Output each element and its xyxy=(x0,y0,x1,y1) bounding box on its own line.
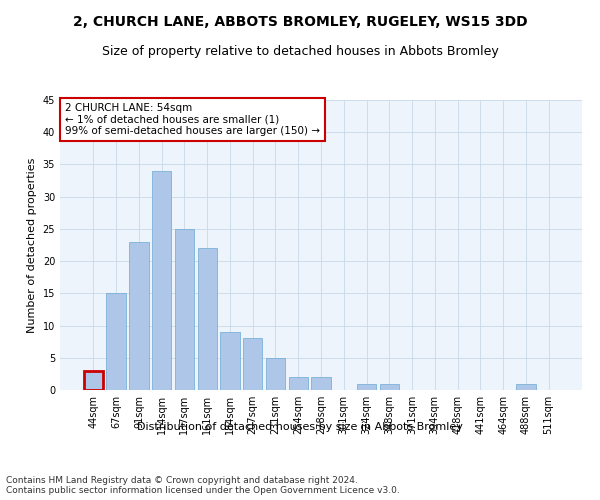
Bar xyxy=(380,384,399,390)
Bar xyxy=(84,370,103,390)
Text: Contains HM Land Registry data © Crown copyright and database right 2024.
Contai: Contains HM Land Registry data © Crown c… xyxy=(6,476,400,495)
Bar xyxy=(129,242,149,390)
Bar xyxy=(220,332,239,390)
Bar xyxy=(197,248,217,390)
Y-axis label: Number of detached properties: Number of detached properties xyxy=(27,158,37,332)
Bar xyxy=(175,229,194,390)
Bar xyxy=(243,338,262,390)
Bar xyxy=(266,358,285,390)
Bar xyxy=(311,377,331,390)
Text: 2 CHURCH LANE: 54sqm
← 1% of detached houses are smaller (1)
99% of semi-detache: 2 CHURCH LANE: 54sqm ← 1% of detached ho… xyxy=(65,103,320,136)
Bar xyxy=(357,384,376,390)
Text: Distribution of detached houses by size in Abbots Bromley: Distribution of detached houses by size … xyxy=(137,422,463,432)
Bar xyxy=(289,377,308,390)
Text: 2, CHURCH LANE, ABBOTS BROMLEY, RUGELEY, WS15 3DD: 2, CHURCH LANE, ABBOTS BROMLEY, RUGELEY,… xyxy=(73,15,527,29)
Text: Size of property relative to detached houses in Abbots Bromley: Size of property relative to detached ho… xyxy=(101,45,499,58)
Bar xyxy=(152,171,172,390)
Bar xyxy=(106,294,126,390)
Bar xyxy=(516,384,536,390)
